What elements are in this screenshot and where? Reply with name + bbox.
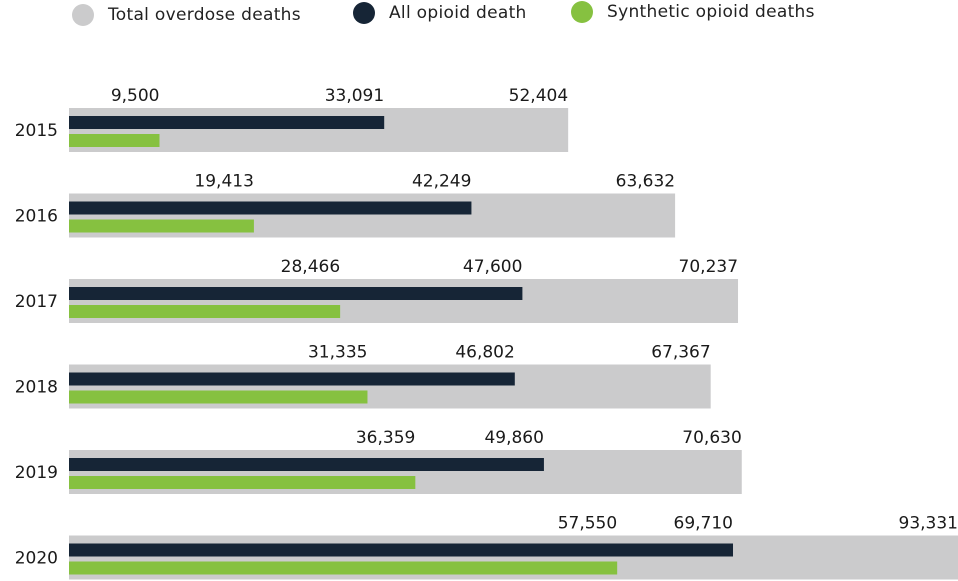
year-label-2015: 2015 [15, 121, 58, 141]
label-opioid-2020: 69,710 [674, 514, 733, 534]
bar-synthetic-2017 [69, 305, 341, 318]
label-synthetic-2017: 28,466 [281, 257, 340, 277]
bar-synthetic-2020 [69, 561, 618, 575]
bar-synthetic-2015 [69, 134, 160, 147]
label-synthetic-2015: 9,500 [111, 86, 160, 106]
year-label-2020: 2020 [15, 549, 58, 569]
year-label-2016: 2016 [15, 207, 58, 227]
legend-marker-total [72, 4, 94, 26]
legend-label-opioid: All opioid death [389, 3, 527, 23]
label-total-2015: 52,404 [509, 86, 568, 106]
legend-marker-opioid [353, 2, 375, 24]
legend-item-synthetic: Synthetic opioid deaths [571, 1, 815, 23]
bar-opioid-2016 [69, 201, 472, 215]
year-label-2017: 2017 [15, 292, 58, 312]
legend-marker-synthetic [571, 1, 593, 23]
legend-item-opioid: All opioid death [353, 2, 527, 24]
label-total-2016: 63,632 [616, 172, 675, 192]
label-synthetic-2018: 31,335 [308, 343, 367, 363]
bar-opioid-2020 [69, 543, 734, 557]
label-opioid-2017: 47,600 [463, 257, 522, 277]
bar-opioid-2019 [69, 458, 544, 471]
legend-item-total: Total overdose deaths [72, 4, 301, 26]
label-synthetic-2016: 19,413 [194, 172, 253, 192]
label-synthetic-2020: 57,550 [558, 514, 617, 534]
label-total-2020: 93,331 [899, 514, 958, 534]
label-opioid-2019: 49,860 [484, 428, 543, 448]
legend-label-total: Total overdose deaths [108, 5, 301, 25]
bar-opioid-2018 [69, 372, 515, 386]
label-total-2018: 67,367 [651, 343, 710, 363]
bar-opioid-2015 [69, 116, 385, 129]
bar-opioid-2017 [69, 287, 523, 300]
label-opioid-2018: 46,802 [455, 343, 514, 363]
legend: Total overdose deaths All opioid death S… [0, 0, 958, 40]
year-label-2019: 2019 [15, 463, 58, 483]
bar-synthetic-2018 [69, 390, 368, 404]
label-opioid-2015: 33,091 [325, 86, 384, 106]
label-synthetic-2019: 36,359 [356, 428, 415, 448]
bar-synthetic-2016 [69, 219, 254, 233]
label-total-2019: 70,630 [682, 428, 741, 448]
legend-label-synthetic: Synthetic opioid deaths [607, 2, 815, 22]
label-total-2017: 70,237 [679, 257, 738, 277]
bar-synthetic-2019 [69, 476, 416, 489]
label-opioid-2016: 42,249 [412, 172, 471, 192]
year-label-2018: 2018 [15, 378, 58, 398]
